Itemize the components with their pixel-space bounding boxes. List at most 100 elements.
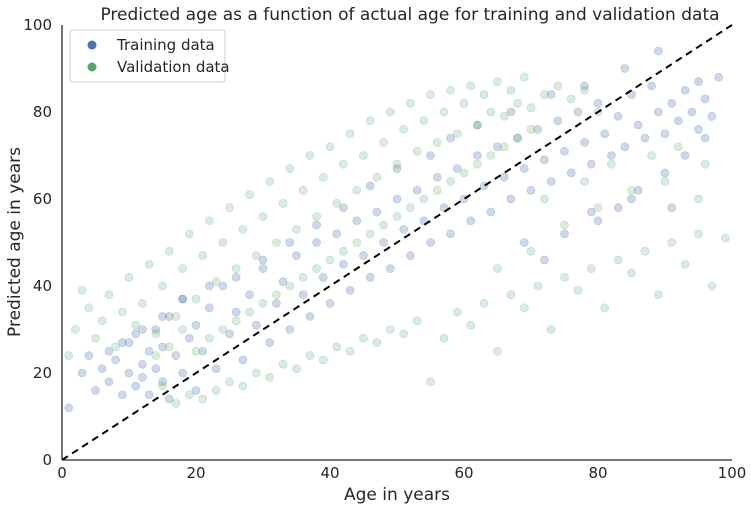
legend-marker-validation [87, 62, 97, 72]
training-point-22 [171, 351, 181, 360]
validation-point-144 [365, 229, 375, 239]
training-point-95 [647, 81, 656, 91]
training-point-49 [339, 259, 348, 269]
training-point-130 [560, 229, 569, 239]
training-point-12 [138, 359, 147, 369]
training-point-88 [600, 129, 610, 139]
validation-point-106 [573, 286, 583, 295]
validation-point-109 [613, 255, 623, 265]
validation-point-8 [118, 307, 127, 317]
training-point-44 [305, 312, 315, 321]
validation-point-105 [560, 272, 569, 282]
validation-point-112 [653, 290, 663, 300]
training-point-115 [392, 164, 402, 173]
x-tick-label-80: 80 [588, 464, 607, 482]
training-point-48 [332, 229, 342, 239]
training-point-15 [144, 390, 154, 400]
training-point-42 [292, 251, 301, 260]
training-point-56 [385, 264, 395, 273]
y-tick-label-100: 100 [23, 16, 52, 34]
validation-point-79 [211, 386, 221, 395]
training-point-106 [653, 46, 663, 56]
validation-point-43 [352, 186, 362, 195]
validation-point-26 [238, 225, 248, 234]
validation-point-149 [432, 186, 442, 195]
validation-point-155 [513, 133, 522, 143]
training-point-114 [426, 151, 435, 160]
training-point-132 [613, 203, 623, 212]
training-point-138 [627, 194, 636, 204]
validation-point-38 [318, 172, 328, 182]
training-point-89 [607, 151, 616, 160]
validation-point-119 [526, 246, 536, 256]
training-point-0 [64, 403, 73, 413]
training-point-23 [178, 368, 187, 378]
validation-point-2 [77, 286, 87, 295]
y-tick-label-0: 0 [42, 451, 52, 469]
validation-point-6 [104, 290, 114, 300]
training-point-20 [164, 312, 174, 321]
y-tick-label-20: 20 [33, 364, 52, 382]
training-point-79 [540, 155, 549, 165]
validation-point-39 [325, 142, 335, 152]
training-point-60 [412, 186, 422, 195]
validation-point-47 [379, 138, 388, 147]
chart-title: Predicted age as a function of actual ag… [100, 5, 719, 25]
validation-point-143 [352, 238, 362, 247]
training-point-30 [211, 364, 221, 373]
validation-point-56 [439, 107, 449, 117]
training-point-121 [231, 272, 241, 282]
training-point-5 [104, 377, 114, 387]
training-point-134 [660, 168, 670, 178]
identity-reference-line [61, 24, 733, 461]
validation-point-37 [312, 212, 321, 221]
validation-point-120 [560, 220, 569, 230]
validation-point-42 [345, 129, 355, 139]
training-point-16 [151, 364, 161, 373]
validation-point-72 [566, 94, 576, 104]
training-point-65 [446, 229, 455, 239]
training-point-124 [158, 312, 167, 321]
training-point-78 [533, 125, 543, 134]
validation-point-128 [647, 151, 656, 160]
training-point-3 [91, 386, 100, 395]
training-point-68 [466, 216, 476, 226]
training-point-55 [379, 238, 388, 247]
training-point-69 [473, 151, 482, 160]
training-point-128 [519, 238, 529, 247]
validation-point-95 [426, 377, 435, 387]
validation-point-132 [205, 333, 214, 343]
training-point-118 [312, 220, 321, 230]
points-layer [64, 46, 730, 413]
validation-point-157 [178, 325, 187, 334]
training-point-74 [506, 194, 516, 204]
validation-point-34 [292, 225, 301, 234]
training-point-19 [158, 342, 167, 352]
validation-point-98 [466, 320, 476, 330]
training-point-32 [225, 329, 234, 339]
training-point-116 [365, 181, 375, 191]
training-point-13 [138, 373, 147, 382]
training-point-26 [191, 386, 201, 395]
validation-point-24 [225, 203, 234, 212]
validation-point-18 [185, 229, 194, 239]
validation-point-146 [392, 212, 402, 221]
training-point-137 [667, 203, 677, 212]
validation-point-97 [452, 307, 462, 317]
validation-point-54 [426, 90, 435, 99]
validation-point-0 [64, 351, 73, 360]
training-point-71 [486, 207, 496, 217]
training-point-33 [231, 307, 241, 317]
validation-point-87 [318, 355, 328, 365]
training-point-2 [84, 351, 94, 360]
training-point-45 [312, 238, 321, 247]
training-point-98 [667, 99, 677, 108]
y-tick-labels: 0 20 40 60 80 100 [23, 16, 52, 469]
training-point-52 [359, 251, 368, 260]
training-point-62 [426, 238, 435, 247]
legend-box [69, 29, 226, 83]
legend-label-validation: Validation data [117, 58, 230, 76]
validation-point-114 [680, 259, 690, 269]
validation-point-16 [171, 312, 181, 321]
